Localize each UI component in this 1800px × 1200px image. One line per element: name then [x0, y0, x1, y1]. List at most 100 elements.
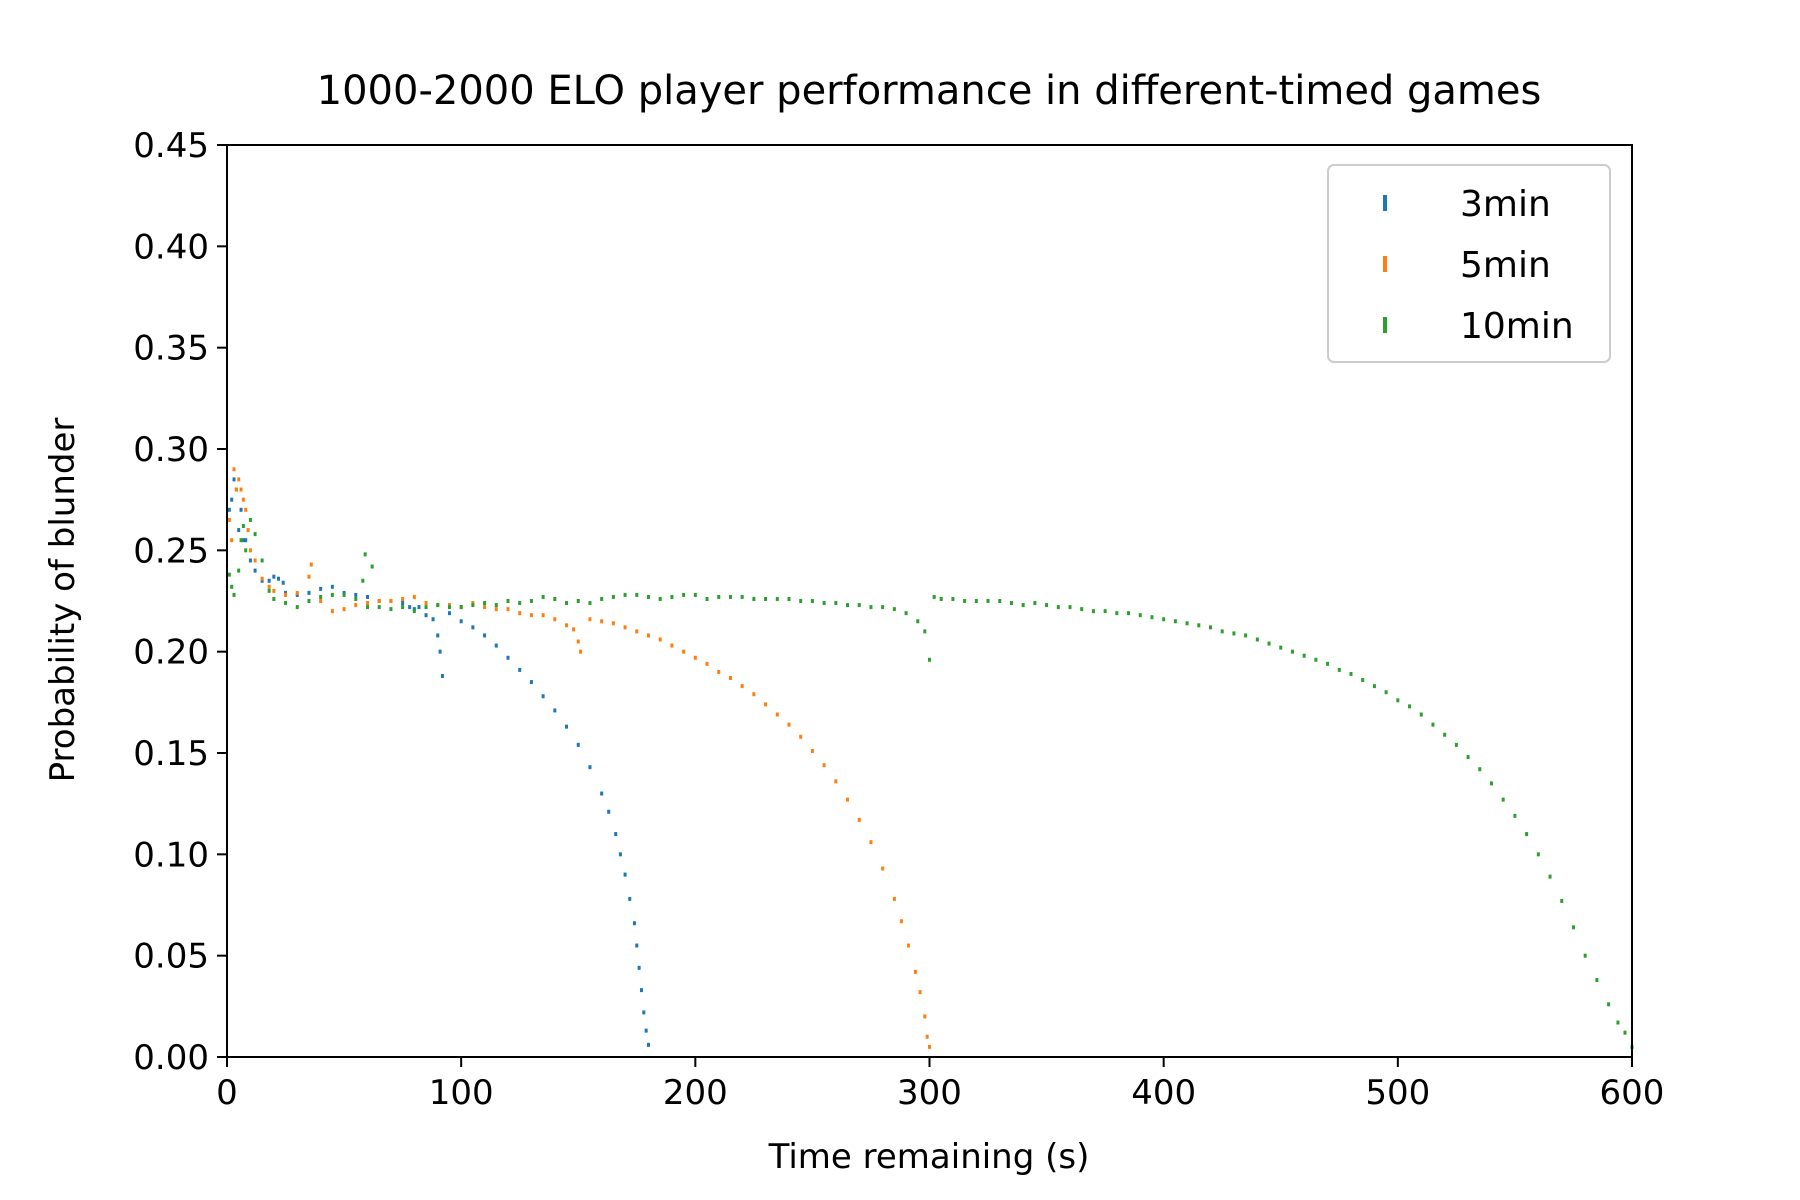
y-tick-label: 0.30	[133, 430, 209, 470]
data-point	[471, 601, 475, 606]
data-point	[623, 872, 627, 877]
data-point	[846, 797, 850, 802]
data-point	[1396, 698, 1400, 703]
data-point	[775, 596, 779, 601]
data-point	[916, 619, 920, 624]
data-point	[227, 572, 231, 577]
data-point	[1290, 649, 1294, 654]
data-point	[1091, 609, 1095, 614]
data-point	[529, 599, 533, 603]
data-point	[277, 576, 281, 581]
data-point	[506, 655, 510, 660]
data-point	[1443, 732, 1447, 737]
data-point	[284, 601, 288, 606]
data-point	[237, 568, 241, 573]
data-point	[267, 584, 271, 589]
data-point	[923, 1014, 927, 1019]
y-tick-label: 0.10	[133, 835, 209, 875]
data-point	[899, 919, 903, 924]
data-point	[541, 613, 545, 618]
data-point	[1478, 767, 1482, 772]
legend: 3min 5min 10min	[1327, 164, 1611, 363]
data-point	[1616, 1020, 1620, 1025]
data-point	[401, 596, 405, 601]
data-point	[1080, 607, 1084, 612]
data-point	[284, 590, 288, 595]
data-point	[869, 605, 873, 610]
data-point	[928, 1044, 931, 1049]
data-point	[670, 643, 674, 648]
data-point	[518, 611, 522, 616]
data-point	[377, 605, 381, 610]
data-point	[1595, 977, 1599, 982]
data-point	[244, 507, 248, 512]
data-point	[366, 601, 369, 606]
data-point	[366, 605, 369, 610]
data-point	[483, 633, 487, 638]
data-point	[1431, 722, 1435, 727]
data-point	[230, 538, 234, 543]
plot-frame	[226, 144, 1633, 1058]
data-point	[295, 590, 299, 595]
data-point	[614, 832, 618, 837]
data-point	[881, 866, 885, 871]
data-point	[635, 592, 639, 597]
data-point	[1197, 623, 1201, 628]
data-point	[1103, 609, 1107, 614]
data-point	[307, 574, 311, 579]
data-point	[319, 586, 323, 591]
data-point	[1302, 653, 1306, 658]
data-point	[1033, 601, 1037, 606]
data-point	[1525, 832, 1529, 837]
data-point	[623, 592, 627, 597]
data-point	[639, 988, 643, 993]
data-point	[576, 639, 580, 644]
data-point	[389, 599, 393, 603]
data-point	[1162, 617, 1166, 622]
data-point	[330, 592, 334, 597]
data-point	[579, 649, 583, 654]
data-point	[1419, 712, 1423, 717]
data-point	[923, 629, 927, 634]
data-point	[244, 548, 248, 553]
data-point	[600, 791, 604, 796]
data-point	[642, 1010, 646, 1015]
data-point	[506, 599, 510, 603]
data-point	[506, 607, 510, 612]
data-point	[319, 594, 323, 599]
y-axis-label: Probability of blunder	[43, 418, 83, 783]
data-point	[239, 487, 243, 492]
data-point	[553, 617, 557, 622]
data-point	[494, 603, 498, 608]
y-tick-label: 0.00	[133, 1038, 209, 1078]
data-point	[600, 596, 604, 601]
y-tick-label: 0.35	[133, 329, 209, 369]
data-point	[1501, 797, 1505, 802]
chart-title: 1000-2000 ELO player performance in diff…	[317, 68, 1542, 114]
data-point	[541, 694, 545, 699]
data-point	[939, 596, 943, 601]
data-point	[541, 594, 545, 599]
data-point	[705, 596, 709, 601]
data-point	[623, 625, 627, 630]
data-point	[1045, 603, 1049, 608]
data-point	[834, 601, 838, 606]
data-point	[237, 528, 241, 533]
data-point	[424, 601, 428, 606]
data-point	[227, 517, 231, 522]
data-point	[361, 578, 365, 583]
data-point	[1314, 657, 1318, 662]
data-point	[284, 592, 288, 597]
data-point	[248, 548, 252, 553]
data-point	[295, 605, 299, 610]
data-point	[529, 680, 533, 685]
data-point	[436, 633, 440, 638]
data-point	[553, 708, 557, 713]
data-point	[354, 603, 358, 608]
x-tick-label: 600	[1600, 1073, 1665, 1113]
data-point	[647, 633, 650, 638]
data-point	[986, 599, 990, 603]
data-point	[239, 507, 243, 512]
data-point	[518, 667, 522, 672]
data-point	[810, 748, 814, 753]
